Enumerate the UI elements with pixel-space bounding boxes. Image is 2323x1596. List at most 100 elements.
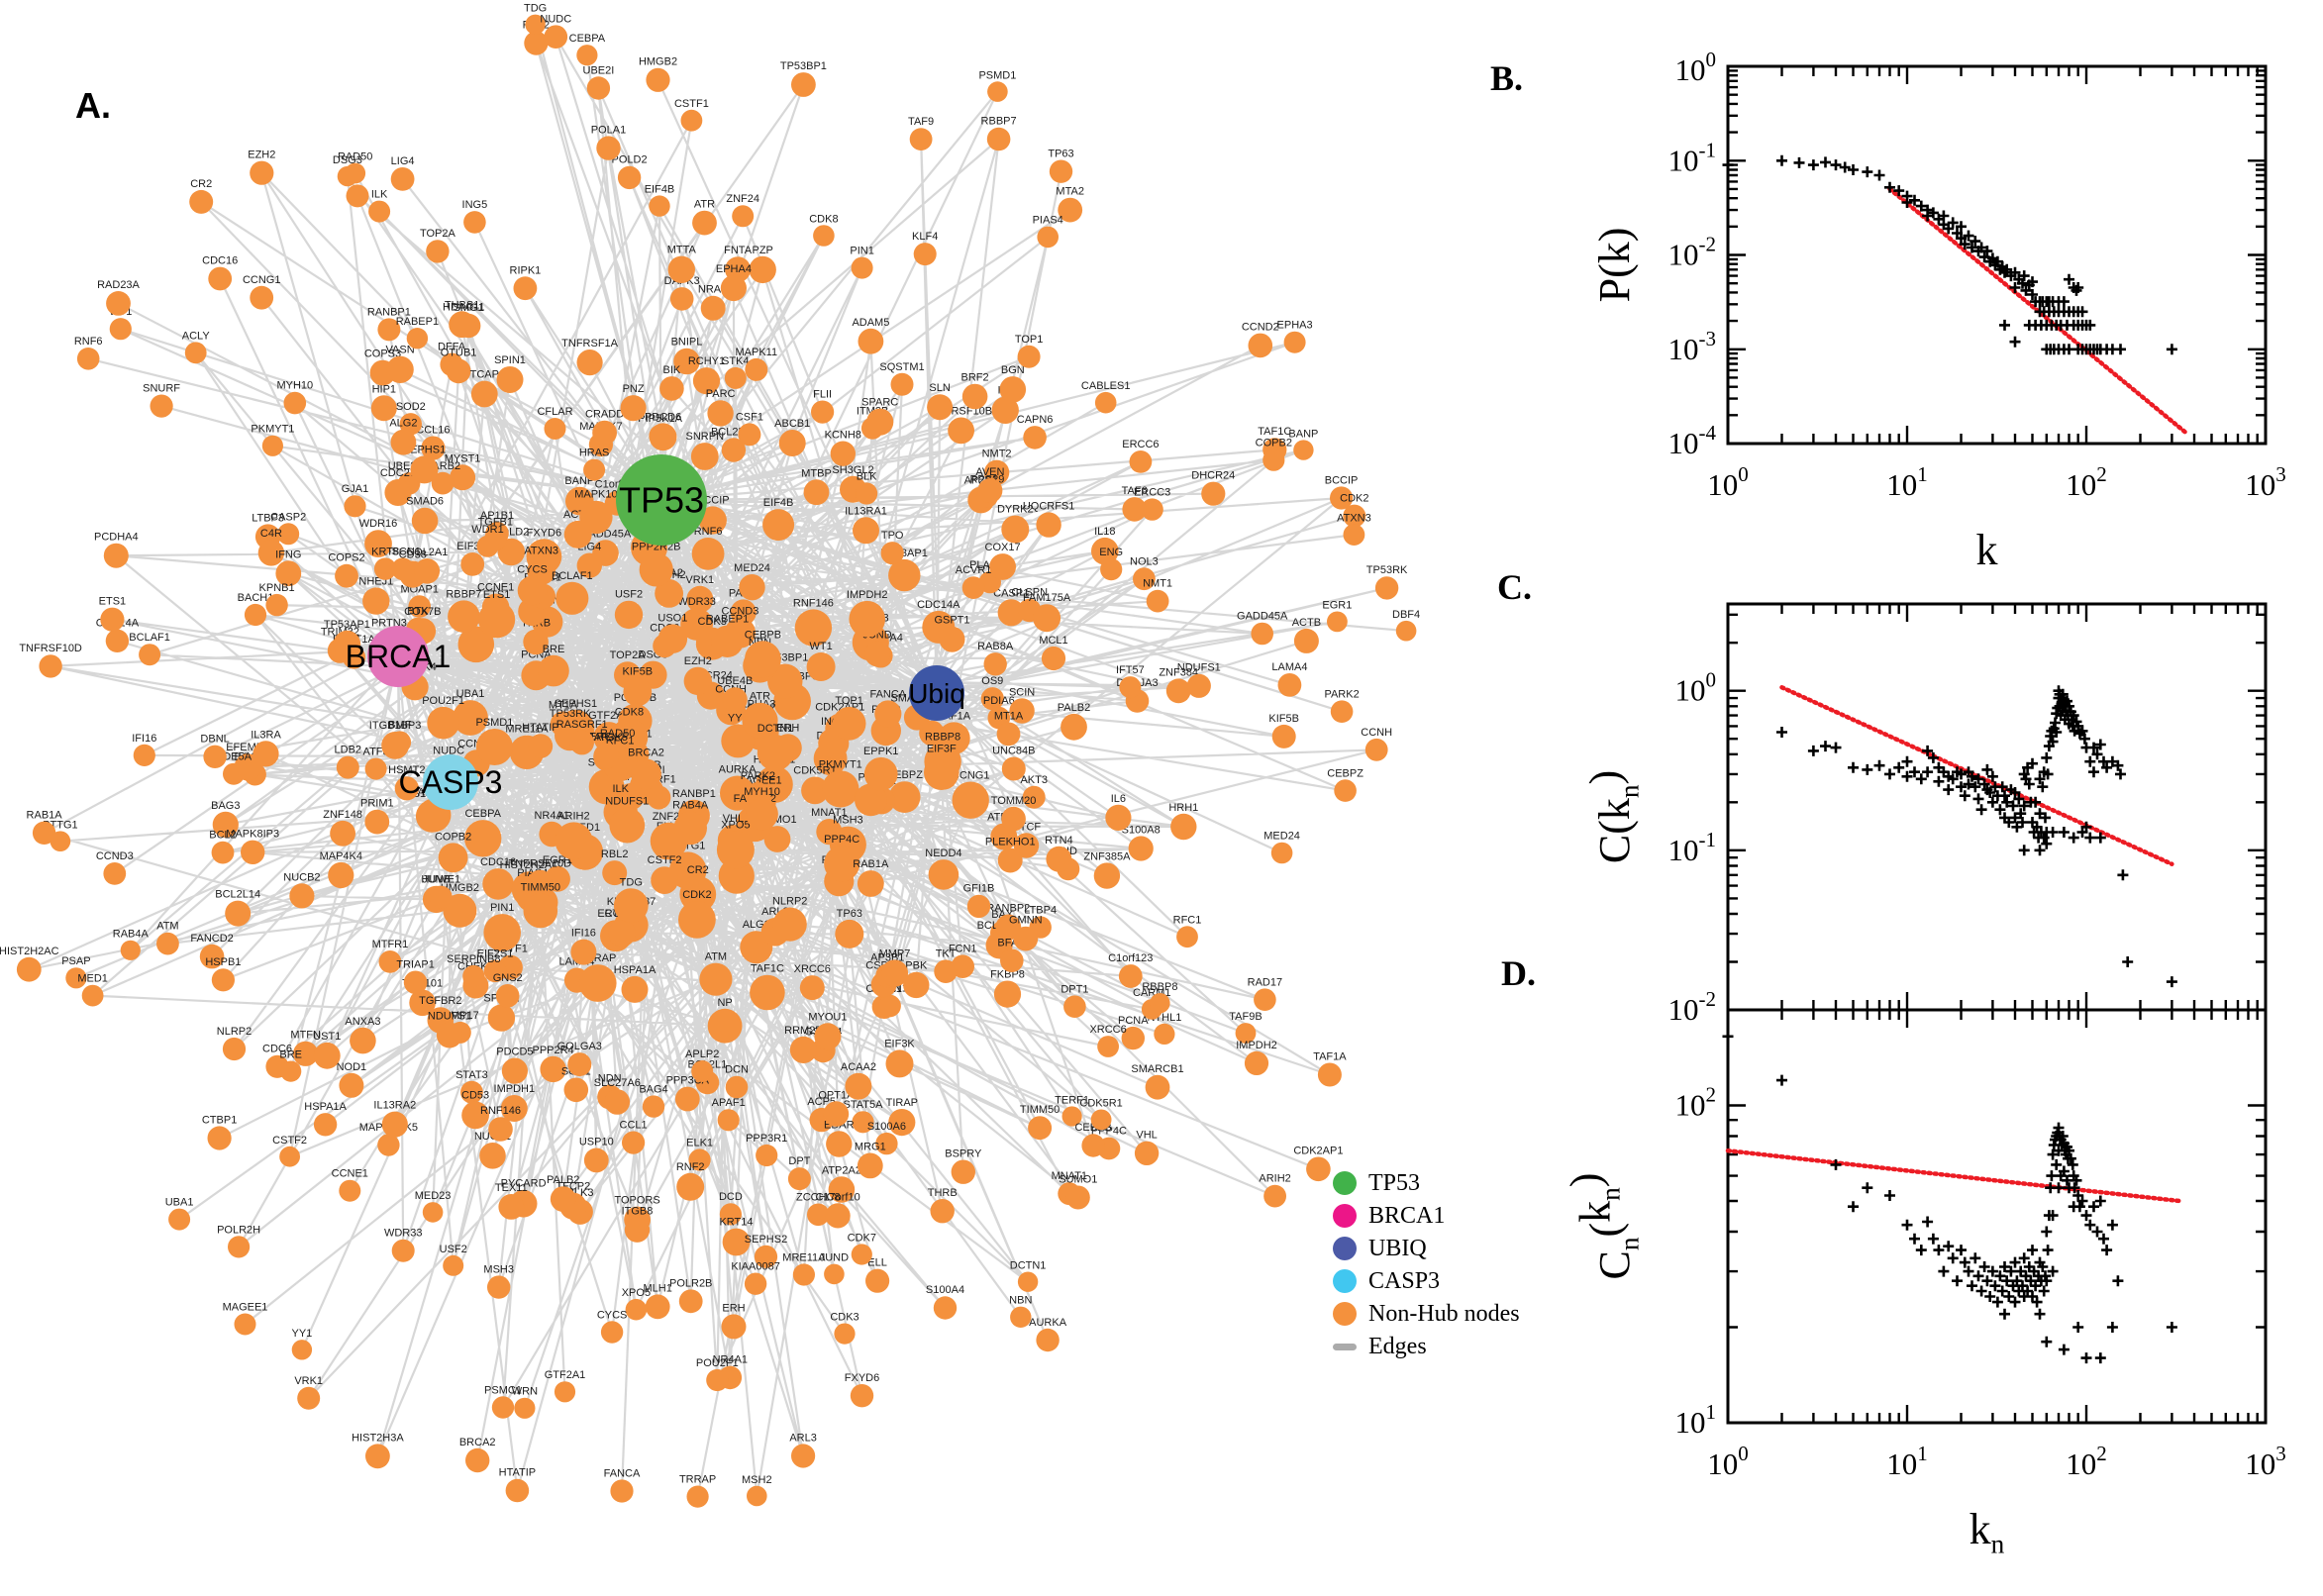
network-node xyxy=(744,1272,767,1295)
network-node-label: STAT3 xyxy=(455,1069,488,1081)
network-node xyxy=(721,1314,747,1340)
network-node xyxy=(711,625,744,657)
network-node xyxy=(569,730,594,755)
network-node xyxy=(448,600,480,633)
network-node-label: RABEP1 xyxy=(396,316,439,328)
network-node xyxy=(614,600,644,630)
network-node-label: SPARC xyxy=(861,397,898,409)
network-node xyxy=(1119,676,1142,699)
network-node-label: BACH1 xyxy=(238,592,274,604)
network-node-label: ADAM5 xyxy=(852,317,889,329)
network-node-label: PNZ xyxy=(623,383,645,395)
plot-frame-b xyxy=(1726,64,2268,446)
network-node-label: IL3RA xyxy=(251,729,281,741)
network-node xyxy=(446,358,471,384)
network-node-label: RANBP1 xyxy=(672,788,716,800)
network-node-label: NDN xyxy=(598,1073,622,1085)
network-node xyxy=(222,1037,247,1061)
scatter-points-d xyxy=(1722,1031,2177,1364)
network-node-label: SQSTM1 xyxy=(879,361,924,373)
network-node-label: NRAS xyxy=(698,284,729,296)
network-node xyxy=(1118,964,1143,988)
network-node-label: UBE4B xyxy=(717,675,753,687)
network-node xyxy=(207,1126,232,1150)
network-node-label: HUWE1 xyxy=(421,874,460,886)
network-node-label: PBK xyxy=(905,960,928,972)
network-node-label: HIP1 xyxy=(372,383,396,395)
network-node xyxy=(878,994,901,1018)
network-node xyxy=(120,940,141,960)
network-node xyxy=(1094,391,1117,414)
network-node-label: MYH10 xyxy=(744,786,780,798)
network-node xyxy=(283,391,307,415)
network-node-label: CSTF2 xyxy=(648,854,682,866)
network-node-label: TAF1C xyxy=(751,963,784,975)
network-node-label: EIF2S1 xyxy=(477,948,514,960)
tick-label-10e-4: 10-4 xyxy=(1668,421,1717,460)
network-node-label: DPT1 xyxy=(1060,983,1088,995)
network-node xyxy=(787,1167,811,1191)
network-node xyxy=(498,1194,525,1220)
network-node-label: BANP xyxy=(1288,428,1318,440)
network-node xyxy=(948,417,974,445)
network-node xyxy=(825,1203,851,1229)
network-node-label: MMP7 xyxy=(879,948,911,959)
network-node-label: UBA1 xyxy=(456,688,485,700)
network-node-label: CTBP1 xyxy=(202,1114,237,1126)
network-node-label: UBA1 xyxy=(165,1197,194,1209)
network-node-label: NR4A1 xyxy=(534,810,568,822)
network-node xyxy=(801,776,829,805)
network-node-label: KIAA0087 xyxy=(731,1261,780,1273)
network-node-label: ERCC3 xyxy=(1134,486,1170,498)
network-node-label: PPP4C xyxy=(824,834,859,846)
network-node xyxy=(849,600,885,638)
network-node-label: NUCB2 xyxy=(283,871,320,883)
tick-label-10e0: 100 xyxy=(1707,462,1749,502)
network-node-label: FCN1 xyxy=(949,943,977,954)
network-node-label: CDC16 xyxy=(202,255,238,267)
network-node xyxy=(482,868,514,900)
network-node-label: ILK xyxy=(371,189,388,201)
network-node-label: IFNG xyxy=(275,549,301,560)
network-node-label: SOD2 xyxy=(396,401,426,413)
network-node-label: FLII xyxy=(813,389,832,401)
network-node xyxy=(335,563,358,588)
network-node xyxy=(211,968,235,992)
network-node xyxy=(429,885,453,909)
tick-label-10e1: 101 xyxy=(1675,1400,1717,1440)
network-node xyxy=(443,1254,464,1276)
y-axis-label-c: C(kn​) xyxy=(1580,770,1644,863)
legend-label: CASP3 xyxy=(1368,1267,1441,1294)
network-node xyxy=(811,400,835,424)
network-node-label: RAB1A xyxy=(27,810,63,822)
network-node-label: EPHA4 xyxy=(716,263,752,275)
network-node-label: CDC6 xyxy=(262,1044,292,1055)
network-node-label: TNFRSF10D xyxy=(509,858,572,870)
network-node-label: DYRK2 xyxy=(997,504,1034,516)
network-node xyxy=(986,127,1011,151)
network-node-label: CCND3 xyxy=(721,606,758,618)
network-node xyxy=(888,1109,916,1137)
network-node xyxy=(778,430,806,456)
network-node-label: ATR xyxy=(750,691,770,703)
legend-label: UBIQ xyxy=(1368,1235,1427,1261)
network-node xyxy=(830,441,856,466)
network-node xyxy=(1097,1036,1119,1057)
network-node-label: NOL3 xyxy=(1130,555,1159,567)
network-node xyxy=(403,970,428,995)
network-node xyxy=(720,775,756,811)
network-node-label: TOPORS xyxy=(614,1195,659,1207)
network-node-label: OPT1A xyxy=(818,1089,855,1101)
network-node xyxy=(1129,450,1153,473)
network-node-label: ERH xyxy=(776,722,799,734)
network-node xyxy=(996,722,1021,747)
network-node-label: PIN1 xyxy=(490,902,514,914)
network-node-label: DHCR24 xyxy=(1191,470,1235,482)
network-node-label: SMARCB1 xyxy=(1131,1063,1183,1075)
network-node-label: PIP5K1A xyxy=(638,413,682,425)
network-node xyxy=(462,964,485,988)
network-node-label: MAPK8IP3 xyxy=(226,829,279,841)
network-node-label: CR2 xyxy=(687,864,709,876)
network-node xyxy=(1063,995,1086,1018)
network-node xyxy=(563,1077,589,1103)
